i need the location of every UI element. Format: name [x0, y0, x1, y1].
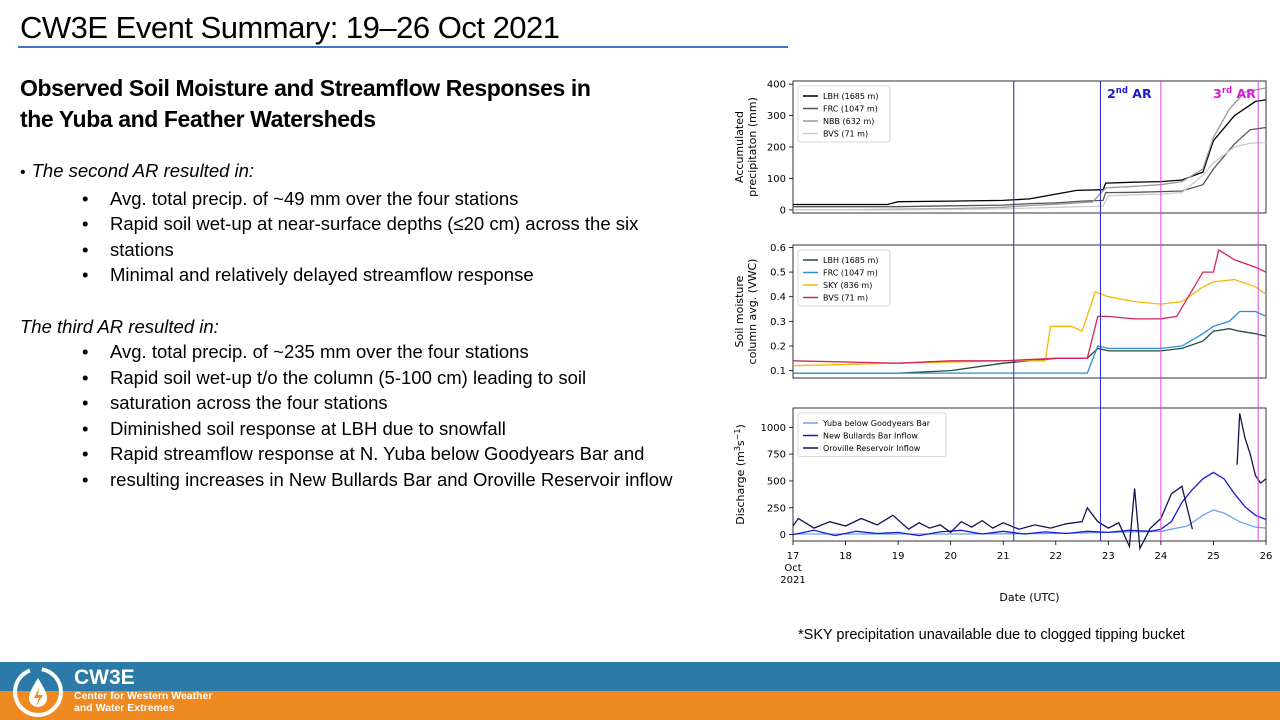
- y-tick-label: 100: [767, 174, 786, 185]
- series-line: [793, 87, 1267, 211]
- x-tick-label: 17: [787, 551, 800, 562]
- list-item-continuation: saturation across the four stations: [20, 390, 750, 416]
- list-item: Rapid soil wet-up t/o the column (5-100 …: [20, 365, 750, 391]
- x-tick-label: 2021: [780, 575, 805, 586]
- y-axis-label: column avg. (VWC): [746, 259, 759, 365]
- legend-label: SKY (836 m): [823, 281, 872, 290]
- y-tick-label: 0: [780, 205, 786, 216]
- footer-bar: CW3E Center for Western Weather and Wate…: [0, 662, 1280, 720]
- y-tick-label: 0.1: [770, 366, 786, 377]
- series-line: [792, 471, 1267, 537]
- list-item: Avg. total precip. of ~49 mm over the fo…: [20, 186, 750, 212]
- footer-line-2: and Water Extremes: [74, 701, 175, 714]
- legend-label: BVS (71 m): [823, 294, 868, 303]
- x-tick-label: 20: [944, 551, 957, 562]
- footer-line-1: Center for Western Weather: [74, 690, 213, 702]
- series-line: [793, 99, 1267, 206]
- list-item: Minimal and relatively delayed streamflo…: [20, 262, 750, 288]
- series-line: [792, 248, 1267, 364]
- legend-box: [797, 85, 891, 143]
- slide-subtitle: Observed Soil Moisture and Streamflow Re…: [20, 73, 720, 135]
- x-tick-label: 23: [1102, 551, 1115, 562]
- y-tick-label: 0.3: [770, 317, 786, 328]
- y-tick-label: 0.5: [770, 268, 786, 279]
- ar-annotation: 3rd AR: [1213, 86, 1256, 101]
- x-tick-label: 21: [997, 551, 1010, 562]
- x-tick-label: 18: [839, 551, 852, 562]
- ar-annotation: 2nd AR: [1107, 86, 1152, 101]
- second-ar-items: Avg. total precip. of ~49 mm over the fo…: [20, 186, 750, 288]
- legend-box: [797, 412, 947, 457]
- y-axis-label: Accumulated: [733, 111, 746, 183]
- list-item: Avg. total precip. of ~235 mm over the f…: [20, 339, 750, 365]
- footer-orange-band: [0, 691, 1280, 720]
- bullet-dot: •: [20, 164, 26, 181]
- y-tick-label: 200: [767, 143, 786, 154]
- legend-box: [797, 249, 891, 307]
- footer-brand: CW3E: [74, 666, 135, 689]
- legend-label: LBH (1685 m): [823, 92, 878, 101]
- legend-label: New Bullards Bar Inflow: [823, 432, 918, 441]
- legend-label: FRC (1047 m): [823, 105, 878, 114]
- second-ar-heading: • The second AR resulted in:: [20, 158, 750, 186]
- series-line: [793, 328, 1267, 374]
- series-line: [793, 141, 1267, 211]
- y-tick-label: 1000: [761, 423, 786, 434]
- third-ar-items: Avg. total precip. of ~235 mm over the f…: [20, 339, 750, 492]
- legend-label: NBB (632 m): [823, 117, 874, 126]
- subtitle-line-2: the Yuba and Feather Watersheds: [20, 106, 376, 132]
- list-item: Rapid streamflow response at N. Yuba bel…: [20, 441, 750, 467]
- footer-blue-band: [0, 662, 1280, 691]
- cw3e-logo-icon: [13, 667, 63, 717]
- y-tick-label: 0.2: [770, 341, 786, 352]
- x-axis-label: Date (UTC): [999, 591, 1059, 604]
- subtitle-line-1: Observed Soil Moisture and Streamflow Re…: [20, 75, 591, 101]
- series-line: [793, 509, 1267, 535]
- series-line: [793, 126, 1267, 208]
- y-axis-label: precipitaton (mm): [746, 97, 759, 197]
- legend-label: BVS (71 m): [823, 130, 868, 139]
- spacer: [20, 288, 750, 314]
- bullet-list: • The second AR resulted in: Avg. total p…: [20, 158, 750, 492]
- x-tick-label: 22: [1049, 551, 1062, 562]
- y-tick-label: 750: [767, 450, 786, 461]
- y-tick-label: 250: [767, 503, 786, 514]
- list-item-continuation: resulting increases in New Bullards Bar …: [20, 467, 750, 493]
- y-axis-label: Soil moisture: [733, 275, 746, 347]
- footer-brand-subtitle: Center for Western Weather and Water Ext…: [74, 690, 213, 714]
- x-tick-label: 24: [1155, 551, 1168, 562]
- title-underline: [18, 46, 788, 48]
- slide-title: CW3E Event Summary: 19–26 Oct 2021: [20, 10, 560, 45]
- x-tick-label: 26: [1260, 551, 1273, 562]
- list-item: Rapid soil wet-up at near-surface depths…: [20, 211, 750, 237]
- legend-label: Yuba below Goodyears Bar: [822, 419, 931, 428]
- third-ar-heading: The third AR resulted in:: [20, 315, 219, 337]
- legend-label: LBH (1685 m): [823, 256, 878, 265]
- y-tick-label: 300: [767, 111, 786, 122]
- y-axis-label: Discharge (m3s−1): [733, 424, 748, 525]
- y-tick-label: 500: [767, 476, 786, 487]
- y-tick-label: 400: [767, 80, 786, 91]
- second-ar-heading-text: The second AR resulted in:: [31, 160, 255, 181]
- series-line: [793, 310, 1267, 374]
- y-tick-label: 0.4: [770, 292, 786, 303]
- series-line: [792, 413, 1267, 551]
- y-tick-label: 0: [780, 530, 786, 541]
- series-line: [792, 278, 1267, 367]
- legend-label: FRC (1047 m): [823, 269, 878, 278]
- x-tick-label: 19: [892, 551, 905, 562]
- list-item: Diminished soil response at LBH due to s…: [20, 416, 750, 442]
- footnote: *SKY precipitation unavailable due to cl…: [798, 627, 1185, 643]
- x-tick-label: 25: [1207, 551, 1220, 562]
- list-item-continuation: stations: [20, 237, 750, 263]
- legend-label: Oroville Reservoir Inflow: [823, 444, 921, 453]
- y-tick-label: 0.6: [770, 243, 786, 254]
- x-tick-label: Oct: [784, 563, 801, 574]
